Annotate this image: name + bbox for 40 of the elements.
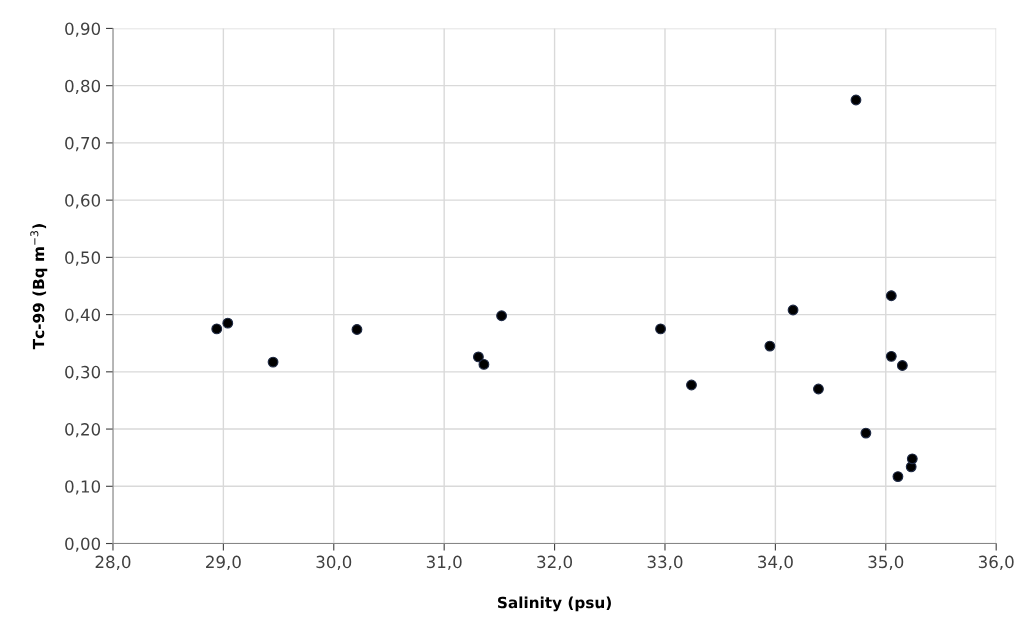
y-tick-label: 0,10 [65,480,101,495]
point [885,350,897,362]
y-tick-label: 0,30 [65,365,101,381]
x-tick-label: 30,0 [316,555,352,570]
x-tick-label: 34,0 [758,555,793,570]
y-tick-label: 0,60 [65,194,101,209]
x-tick-label: 31,0 [426,555,462,570]
x-tick-label: 32,0 [537,555,573,570]
point [267,356,279,368]
point [496,310,508,322]
y-tick-label: 0,70 [65,136,101,152]
point [896,360,908,371]
point [351,324,363,335]
y-tick-label: 0,90 [65,22,101,37]
point [472,351,484,363]
point [787,304,799,316]
x-tick-label: 33,0 [647,555,683,570]
point [222,317,234,329]
x-tick-label: 35,0 [868,555,904,570]
x-tick-label: 36,0 [978,555,1014,570]
point [478,358,490,370]
point [764,340,776,352]
point [813,383,824,395]
point [906,453,918,465]
y-tick-label: 0,20 [65,423,101,438]
x-tick-label: 28,0 [95,555,131,570]
y-tick-label: 0,80 [65,79,101,94]
point [211,323,223,335]
y-tick-label: 0,00 [65,537,101,552]
point [850,94,862,106]
y-tick-label: 0,40 [65,308,101,323]
y-axis-title: Tc-99 (Bq m$^{−3}$) [30,224,48,350]
point [885,290,897,302]
x-axis-title: Salinity (psu) [498,596,611,612]
point [860,427,872,439]
point [892,471,904,482]
point [686,379,697,391]
point [655,323,666,335]
y-tick-label: 0,50 [65,251,101,266]
x-tick-label: 29,0 [206,555,241,570]
